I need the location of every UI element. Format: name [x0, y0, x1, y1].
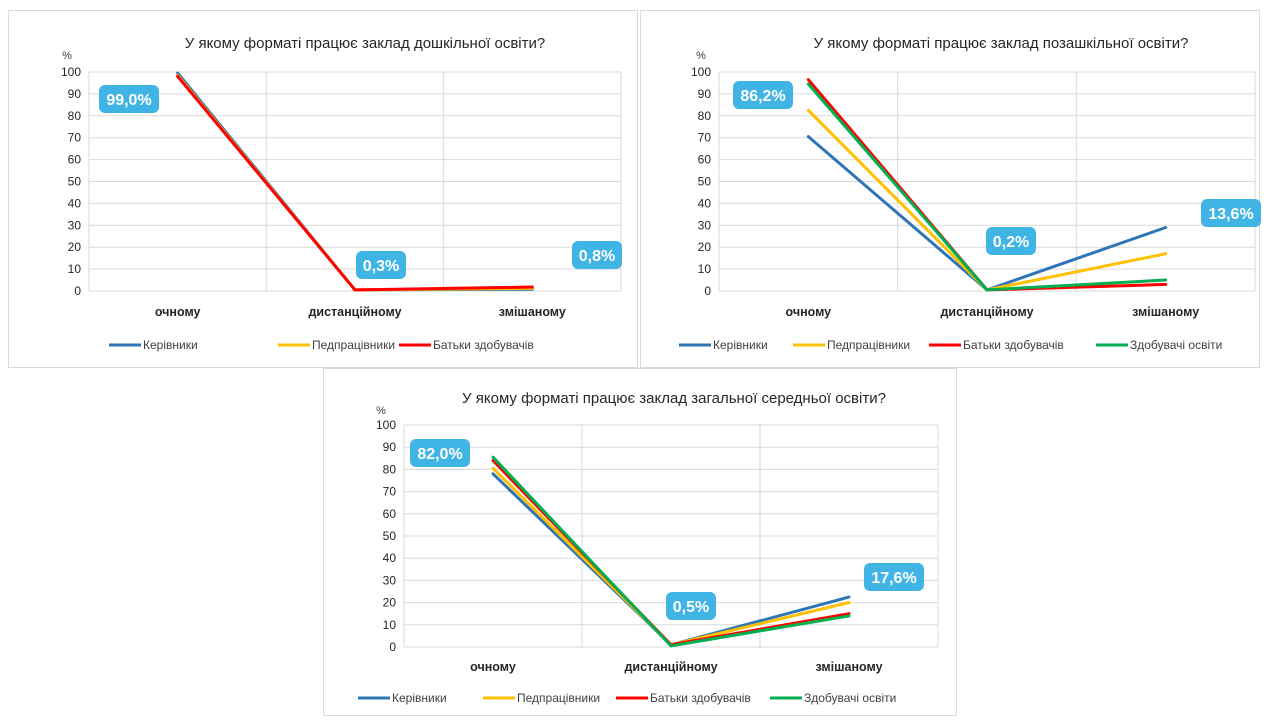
chart-title: У якому форматі працює заклад позашкільн…	[814, 35, 1189, 52]
y-tick-label: 80	[383, 462, 397, 476]
legend-label: Керівники	[392, 691, 447, 705]
callout-box	[99, 85, 159, 113]
x-tick-label: змішаному	[815, 660, 882, 674]
callout-box	[666, 592, 716, 620]
callout-label: 17,6%	[871, 570, 916, 587]
legend-label: Батьки здобувачів	[650, 691, 751, 705]
y-tick-label: 90	[698, 87, 712, 101]
chart-svg: У якому форматі працює заклад дошкільної…	[61, 35, 622, 352]
legend-label: Здобувачі освіти	[1130, 338, 1222, 352]
x-tick-label: очному	[155, 305, 201, 319]
y-tick-label: 40	[383, 551, 397, 565]
y-tick-label: 60	[698, 153, 712, 167]
callout-label: 0,5%	[673, 599, 709, 616]
x-tick-label: очному	[786, 305, 832, 319]
chart-general-secondary: У якому форматі працює заклад загальної …	[323, 368, 957, 716]
legend-label: Батьки здобувачів	[963, 338, 1064, 352]
series-line	[806, 82, 1168, 292]
y-tick-label: 40	[68, 196, 82, 210]
callout-box	[986, 227, 1036, 255]
y-tick-label: 80	[68, 109, 82, 123]
legend-label: Керівники	[713, 338, 768, 352]
chart-extracurricular: У якому форматі працює заклад позашкільн…	[640, 10, 1261, 368]
callout-label: 0,3%	[363, 258, 399, 275]
y-tick-label: 50	[698, 175, 712, 189]
series-line	[176, 73, 534, 292]
y-tick-label: 70	[698, 131, 712, 145]
y-tick-label: 60	[383, 507, 397, 521]
y-tick-label: 60	[68, 153, 82, 167]
y-tick-label: 100	[61, 65, 81, 79]
y-tick-label: 20	[698, 240, 712, 254]
y-tick-label: 0	[704, 284, 711, 298]
callout-label: 86,2%	[740, 88, 785, 105]
callout-label: 82,0%	[417, 446, 462, 463]
callout-label: 0,2%	[993, 234, 1029, 251]
y-axis-unit-label: %	[62, 50, 72, 62]
y-tick-label: 70	[383, 485, 397, 499]
y-tick-label: 80	[698, 109, 712, 123]
y-tick-label: 10	[383, 618, 397, 632]
y-tick-label: 20	[68, 240, 82, 254]
y-tick-label: 30	[383, 573, 397, 587]
callout-box	[864, 563, 924, 591]
x-tick-label: дистанційному	[624, 660, 717, 674]
y-tick-label: 90	[383, 440, 397, 454]
series-line	[491, 455, 851, 648]
legend-label: Педпрацівники	[517, 691, 600, 705]
legend-label: Керівники	[143, 338, 198, 352]
y-tick-label: 40	[698, 196, 712, 210]
y-tick-label: 70	[68, 131, 82, 145]
callout-label: 13,6%	[1208, 206, 1253, 223]
callout-box	[572, 241, 622, 269]
y-tick-label: 30	[68, 218, 82, 232]
y-axis-unit-label: %	[696, 50, 706, 62]
x-tick-label: дистанційному	[308, 305, 401, 319]
series-line	[176, 74, 534, 292]
chart-svg: У якому форматі працює заклад позашкільн…	[679, 35, 1261, 352]
callout-box	[733, 81, 793, 109]
chart-preschool: У якому форматі працює заклад дошкільної…	[8, 10, 638, 368]
y-tick-label: 30	[698, 218, 712, 232]
callout-label: 0,8%	[579, 248, 615, 265]
y-tick-label: 20	[383, 596, 397, 610]
legend-label: Педпрацівники	[827, 338, 910, 352]
y-tick-label: 90	[68, 87, 82, 101]
y-tick-label: 10	[698, 262, 712, 276]
y-axis-unit-label: %	[376, 405, 386, 417]
callout-box	[1201, 199, 1261, 227]
chart-title: У якому форматі працює заклад загальної …	[462, 390, 886, 407]
chart-title: У якому форматі працює заклад дошкільної…	[185, 35, 545, 52]
y-tick-label: 100	[376, 418, 396, 432]
x-tick-label: змішаному	[499, 305, 566, 319]
x-tick-label: змішаному	[1132, 305, 1199, 319]
y-tick-label: 0	[389, 640, 396, 654]
x-tick-label: дистанційному	[940, 305, 1033, 319]
callout-box	[356, 251, 406, 279]
callout-box	[410, 439, 470, 467]
x-tick-label: очному	[470, 660, 516, 674]
y-tick-label: 50	[68, 175, 82, 189]
y-tick-label: 10	[68, 262, 82, 276]
chart-svg: У якому форматі працює заклад загальної …	[358, 390, 939, 705]
legend-label: Педпрацівники	[312, 338, 395, 352]
y-tick-label: 50	[383, 529, 397, 543]
y-tick-label: 100	[691, 65, 711, 79]
y-tick-label: 0	[74, 284, 81, 298]
series-line	[806, 78, 1168, 292]
legend-label: Здобувачі освіти	[804, 691, 896, 705]
legend-label: Батьки здобувачів	[433, 338, 534, 352]
callout-label: 99,0%	[106, 92, 151, 109]
